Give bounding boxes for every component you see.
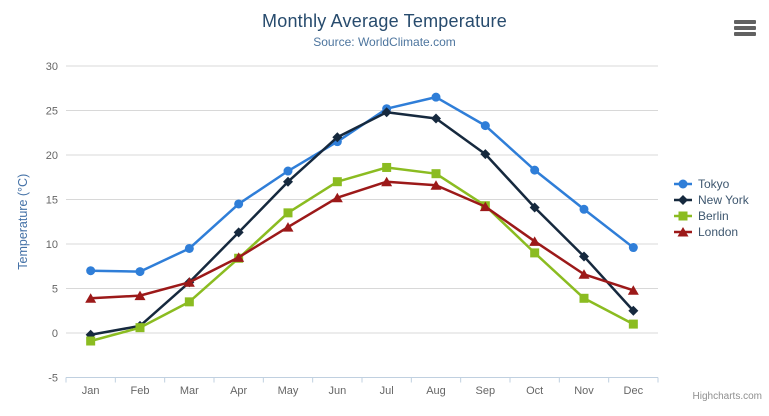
data-point-marker-london[interactable] — [430, 180, 442, 190]
data-point-marker-tokyo[interactable] — [86, 266, 96, 276]
circle-icon[interactable] — [678, 179, 688, 189]
highcharts-credit[interactable]: Highcharts.com — [692, 391, 762, 402]
x-axis-label: Feb — [131, 385, 150, 397]
x-axis-label: Oct — [526, 385, 543, 397]
legend-label: Tokyo — [698, 177, 730, 191]
hamburger-icon — [734, 20, 756, 24]
y-axis-label: 20 — [46, 150, 58, 162]
y-axis-label: 15 — [46, 195, 58, 207]
legend-marker-icon — [674, 227, 692, 237]
data-point-marker-london[interactable] — [627, 285, 639, 295]
x-axis-label: Jul — [380, 385, 394, 397]
legend-marker-icon — [674, 179, 692, 189]
y-axis-label: 0 — [52, 328, 58, 340]
data-point-marker-berlin[interactable] — [431, 169, 441, 179]
x-axis-label: Dec — [624, 385, 644, 397]
data-point-marker-berlin[interactable] — [184, 297, 194, 307]
hamburger-icon — [734, 32, 756, 36]
data-point-marker-tokyo[interactable] — [135, 267, 145, 277]
data-point-marker-new-york[interactable] — [233, 227, 244, 238]
data-point-marker-new-york[interactable] — [480, 149, 491, 160]
x-axis-label: Mar — [180, 385, 199, 397]
legend-item-tokyo[interactable]: Tokyo — [673, 176, 749, 192]
data-point-marker-tokyo[interactable] — [628, 243, 638, 253]
series-new-york — [85, 107, 639, 340]
y-axis-label: -5 — [48, 373, 58, 385]
data-point-marker-tokyo[interactable] — [431, 92, 441, 102]
legend-label: New York — [698, 193, 749, 207]
data-point-marker-tokyo[interactable] — [480, 121, 490, 131]
legend-item-london[interactable]: London — [673, 224, 749, 240]
legend-item-berlin[interactable]: Berlin — [673, 208, 749, 224]
data-point-marker-london[interactable] — [282, 222, 294, 232]
y-axis-label: 30 — [46, 61, 58, 73]
data-point-marker-london[interactable] — [85, 293, 97, 303]
data-point-marker-new-york[interactable] — [628, 305, 639, 316]
x-axis-label: Sep — [476, 385, 496, 397]
data-point-marker-london[interactable] — [381, 176, 393, 187]
data-point-marker-tokyo[interactable] — [579, 204, 589, 214]
data-point-marker-london[interactable] — [183, 277, 195, 287]
data-point-marker-london[interactable] — [331, 192, 343, 203]
data-point-marker-new-york[interactable] — [283, 176, 293, 187]
x-axis-label: May — [278, 385, 299, 397]
data-point-marker-berlin[interactable] — [283, 208, 293, 218]
data-point-marker-berlin[interactable] — [530, 248, 540, 258]
data-point-marker-tokyo[interactable] — [530, 165, 540, 175]
data-point-marker-berlin[interactable] — [628, 319, 638, 329]
data-point-marker-new-york[interactable] — [579, 251, 589, 262]
y-axis-label: 10 — [46, 239, 58, 251]
data-point-marker-london[interactable] — [134, 290, 146, 301]
data-point-marker-tokyo[interactable] — [234, 199, 244, 209]
data-point-marker-berlin[interactable] — [86, 336, 96, 346]
y-axis-label: 5 — [52, 284, 58, 296]
x-axis-label: Jan — [82, 385, 100, 397]
data-point-marker-london[interactable] — [479, 201, 491, 212]
series-line-london[interactable] — [89, 180, 635, 300]
legend-marker-icon — [674, 211, 692, 221]
export-menu-button[interactable] — [734, 18, 758, 38]
x-axis-label: Aug — [426, 385, 446, 397]
data-point-marker-berlin[interactable] — [579, 293, 589, 303]
x-axis-label: Apr — [230, 385, 247, 397]
legend-label: London — [698, 225, 739, 239]
square-icon[interactable] — [678, 211, 688, 221]
data-point-marker-new-york[interactable] — [431, 113, 441, 124]
chart-subtitle: Source: WorldClimate.com — [313, 35, 456, 49]
data-point-marker-berlin[interactable] — [135, 323, 145, 333]
data-point-marker-tokyo[interactable] — [283, 166, 293, 176]
x-axis-label: Nov — [574, 385, 594, 397]
data-point-marker-berlin[interactable] — [382, 162, 392, 172]
series-line-new-york[interactable] — [89, 111, 635, 337]
data-point-marker-new-york[interactable] — [332, 132, 343, 143]
data-point-marker-new-york[interactable] — [529, 202, 540, 213]
series-tokyo — [86, 92, 638, 277]
triangle-icon[interactable] — [677, 227, 689, 237]
hamburger-icon — [734, 26, 756, 30]
x-axis-label: Jun — [328, 385, 346, 397]
data-point-marker-london[interactable] — [529, 236, 541, 246]
legend-marker-icon — [674, 195, 692, 205]
legend: Tokyo New York Berlin London — [673, 176, 749, 240]
legend-label: Berlin — [698, 209, 729, 223]
data-point-marker-tokyo[interactable] — [184, 243, 194, 253]
chart-title: Monthly Average Temperature — [262, 11, 507, 31]
y-axis-title: Temperature (°C) — [16, 174, 30, 270]
y-axis-label: 25 — [46, 106, 58, 118]
series-london — [85, 176, 639, 303]
data-point-marker-london[interactable] — [578, 269, 590, 279]
data-point-marker-berlin[interactable] — [332, 177, 342, 187]
data-point-marker-new-york[interactable] — [381, 107, 392, 118]
data-point-marker-london[interactable] — [233, 252, 245, 262]
series-line-berlin[interactable] — [89, 166, 635, 343]
diamond-icon[interactable] — [678, 195, 688, 205]
legend-item-new-york[interactable]: New York — [673, 192, 749, 208]
series-line-tokyo[interactable] — [89, 95, 635, 273]
